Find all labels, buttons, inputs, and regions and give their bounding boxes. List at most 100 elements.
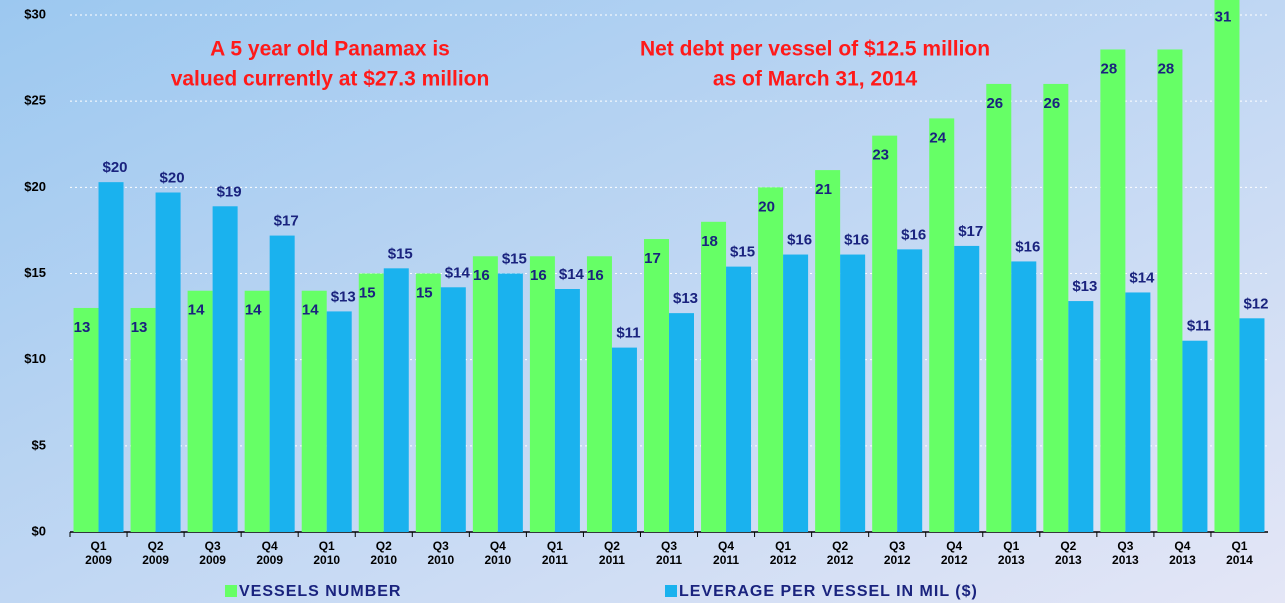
bar [155,192,181,532]
data-label: 13 [74,319,91,336]
x-tick-label: Q1 [547,539,563,553]
x-tick-label: Q4 [1174,539,1190,553]
x-tick-label: 2012 [941,553,968,567]
bar [701,221,727,533]
bar [212,206,238,533]
x-tick-label: Q3 [205,539,221,553]
data-label: 17 [644,250,661,267]
data-label: 24 [929,129,946,146]
bar [472,256,498,532]
x-tick-label: Q2 [832,539,848,553]
bar [440,287,466,532]
data-label: 26 [986,95,1003,112]
data-label: $14 [445,264,471,281]
bar [897,249,923,532]
data-label: 14 [245,302,262,319]
x-tick-label: Q3 [1117,539,1133,553]
data-label: $15 [730,244,755,261]
y-tick-label: $20 [24,179,46,194]
y-tick-label: $5 [32,437,46,452]
x-tick-label: Q2 [376,539,392,553]
bar [840,254,866,532]
bar [415,273,441,532]
bar [586,256,612,532]
annotation: as of March 31, 2014 [713,68,918,91]
x-tick-label: 2013 [1112,553,1139,567]
y-tick-label: $15 [24,265,46,280]
annotation: valued currently at $27.3 million [171,68,490,91]
data-label: 18 [701,233,718,250]
legend-swatch [225,585,237,597]
x-tick-label: Q3 [661,539,677,553]
annotation: Net debt per vessel of $12.5 million [640,38,990,61]
x-tick-label: Q4 [262,539,278,553]
data-label: 13 [131,319,148,336]
x-tick-label: 2009 [199,553,226,567]
x-tick-label: 2009 [142,553,169,567]
bar [269,235,295,532]
bar [872,135,898,532]
x-tick-label: 2013 [1055,553,1082,567]
x-tick-label: 2010 [485,553,512,567]
bar [554,289,580,532]
data-label: 14 [188,302,205,319]
x-tick-label: 2013 [998,553,1025,567]
data-label: $11 [616,325,640,342]
x-tick-label: Q4 [718,539,734,553]
data-label: 16 [530,267,547,284]
data-label: $13 [1072,278,1097,295]
x-tick-label: Q1 [91,539,107,553]
data-label: $20 [103,159,128,176]
data-label: $16 [787,232,812,249]
data-label: $17 [274,213,299,230]
bar [1182,340,1208,532]
bar [1214,0,1240,533]
data-label: $16 [1015,238,1040,255]
bar [1043,83,1069,532]
bar [383,268,409,532]
x-tick-label: Q1 [775,539,791,553]
bar [669,313,694,532]
bar [130,307,156,532]
x-tick-label: 2010 [313,553,340,567]
data-label: 16 [587,267,604,284]
bar [611,347,637,532]
data-label: $14 [1129,269,1155,286]
bar [758,187,784,533]
bar [986,83,1012,532]
y-tick-label: $25 [24,93,46,108]
bar [244,290,270,532]
annotation: A 5 year old Panamax is [210,38,450,61]
data-label: $11 [1187,318,1211,335]
bar [1239,318,1265,532]
data-label: 15 [359,284,376,301]
bar [187,290,213,532]
data-label: $14 [559,266,585,283]
data-label: $15 [388,245,413,262]
data-label: $12 [1243,295,1268,312]
bar [726,266,752,532]
x-tick-label: Q2 [148,539,164,553]
y-tick-label: $10 [24,351,46,366]
data-label: $20 [160,169,185,186]
x-tick-label: 2012 [827,553,854,567]
y-tick-label: $30 [24,6,46,21]
bar [783,254,809,532]
data-label: $19 [217,183,242,200]
bar [644,239,669,533]
data-label: $13 [331,288,356,305]
data-label: 28 [1158,60,1175,77]
data-label: 23 [872,147,889,164]
data-label: 28 [1101,60,1118,77]
x-tick-label: Q1 [319,539,335,553]
x-tick-label: 2013 [1169,553,1196,567]
x-tick-label: 2010 [370,553,397,567]
data-label: 14 [302,302,319,319]
data-label: 21 [815,181,832,198]
legend-label: LEVERAGE PER VESSEL IN MIL ($) [679,583,978,600]
bar [529,256,555,532]
x-tick-label: Q1 [1003,539,1019,553]
x-tick-label: 2012 [770,553,797,567]
y-tick-label: $0 [32,523,46,538]
bar [1068,301,1094,532]
